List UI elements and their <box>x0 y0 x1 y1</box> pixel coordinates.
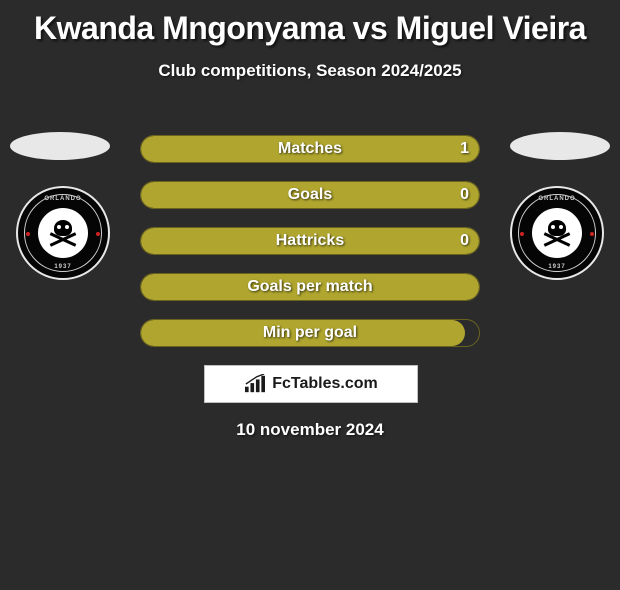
stat-label: Goals <box>141 182 479 208</box>
crest-top-text: ORLANDO <box>18 196 108 202</box>
stat-label: Hattricks <box>141 228 479 254</box>
stat-label: Matches <box>141 136 479 162</box>
stat-row: Matches1 <box>140 135 480 163</box>
crest-top-text: ORLANDO <box>512 196 602 202</box>
stats-container: Matches1Goals0Hattricks0Goals per matchM… <box>140 135 480 365</box>
player-left-placeholder <box>10 132 110 160</box>
comparison-title: Kwanda Mngonyama vs Miguel Vieira <box>0 10 620 47</box>
brand-box[interactable]: FcTables.com <box>204 365 418 403</box>
stat-row: Goals0 <box>140 181 480 209</box>
brand-bars-icon <box>244 374 266 394</box>
stat-label: Min per goal <box>141 320 479 346</box>
brand-label: FcTables.com <box>272 375 378 393</box>
comparison-subtitle: Club competitions, Season 2024/2025 <box>0 61 620 81</box>
player-right-placeholder <box>510 132 610 160</box>
crest-bottom-text: 1937 <box>18 264 108 270</box>
stat-row: Hattricks0 <box>140 227 480 255</box>
club-crest-left: ORLANDO 1937 <box>16 186 110 280</box>
stat-value: 1 <box>460 136 469 162</box>
stat-label: Goals per match <box>141 274 479 300</box>
club-crest-right: ORLANDO 1937 <box>510 186 604 280</box>
stat-row: Min per goal <box>140 319 480 347</box>
pirate-skull-icon <box>48 218 78 248</box>
date-label: 10 november 2024 <box>0 420 620 440</box>
pirate-skull-icon <box>542 218 572 248</box>
stat-row: Goals per match <box>140 273 480 301</box>
stat-value: 0 <box>460 228 469 254</box>
stat-value: 0 <box>460 182 469 208</box>
crest-bottom-text: 1937 <box>512 264 602 270</box>
